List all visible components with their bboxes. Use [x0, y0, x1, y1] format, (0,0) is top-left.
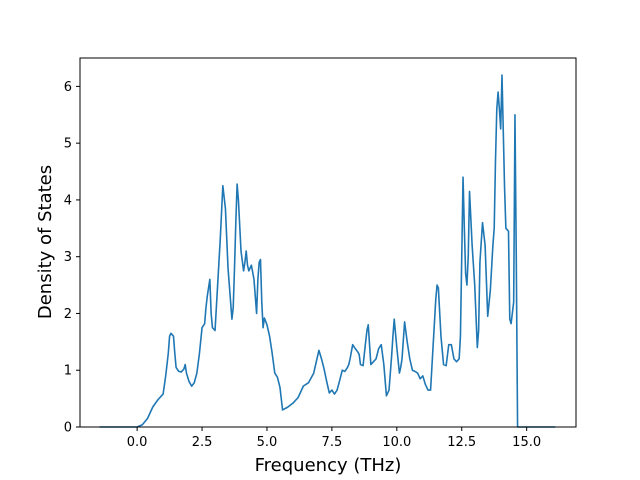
- y-tick-label: 2: [64, 307, 72, 322]
- x-tick-label: 7.5: [322, 435, 343, 450]
- x-axis-label: Frequency (THz): [255, 455, 402, 476]
- y-axis-ticks: 0 1 2 3 4 5 6: [64, 80, 80, 436]
- x-tick-label: 10.0: [382, 435, 411, 450]
- x-axis-ticks: 0.0 2.5 5.0 7.5 10.0 12.5 15.0: [127, 427, 541, 450]
- x-tick-label: 15.0: [512, 435, 541, 450]
- x-tick-label: 12.5: [447, 435, 476, 450]
- y-tick-label: 1: [64, 364, 72, 379]
- y-tick-label: 6: [64, 80, 72, 95]
- x-tick-label: 2.5: [192, 435, 213, 450]
- y-tick-label: 0: [64, 421, 72, 436]
- x-tick-label: 5.0: [257, 435, 278, 450]
- axes-frame: [79, 57, 577, 428]
- x-tick-label: 0.0: [127, 435, 148, 450]
- y-tick-label: 3: [64, 250, 72, 265]
- dos-series-line-0: [99, 74, 556, 428]
- y-axis-label: Density of States: [35, 165, 56, 319]
- plot-area: [99, 74, 556, 428]
- y-tick-label: 4: [64, 193, 72, 208]
- y-tick-label: 5: [64, 137, 72, 152]
